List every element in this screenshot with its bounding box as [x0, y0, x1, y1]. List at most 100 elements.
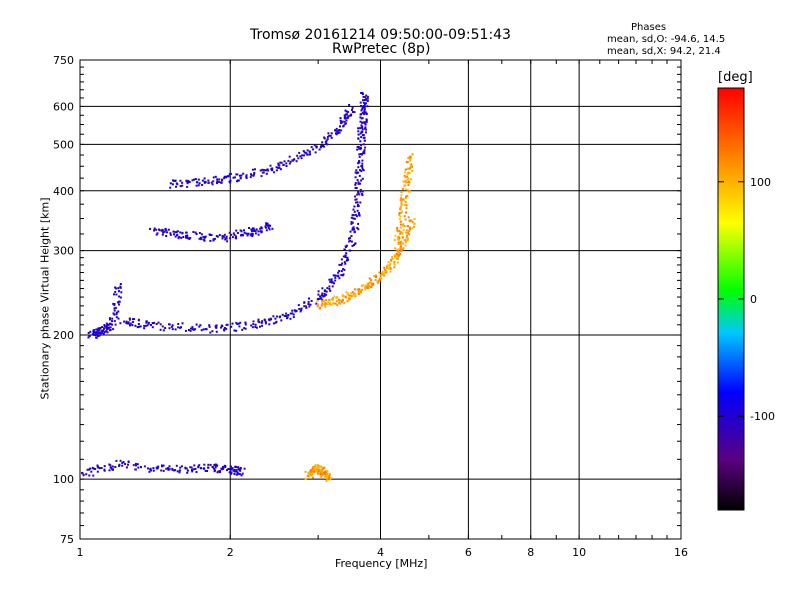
data-point [308, 153, 311, 156]
data-point [332, 297, 334, 299]
data-point [113, 313, 116, 316]
data-point [390, 259, 393, 261]
data-point [167, 467, 170, 470]
data-point [180, 236, 183, 239]
data-point [326, 143, 329, 146]
data-point [351, 227, 354, 230]
data-point [406, 237, 409, 240]
data-point [323, 303, 326, 306]
data-point [204, 469, 207, 472]
data-point [338, 131, 341, 134]
data-point [285, 312, 288, 315]
data-point [132, 318, 134, 321]
data-point [181, 181, 184, 184]
data-point [103, 469, 106, 472]
data-point [352, 208, 355, 211]
data-point [340, 129, 343, 132]
data-point [365, 112, 368, 115]
data-point [363, 103, 366, 106]
data-point [364, 146, 367, 149]
data-point [395, 252, 398, 255]
data-point [271, 227, 274, 230]
data-point [234, 470, 237, 472]
data-point [103, 331, 106, 334]
data-point [400, 197, 403, 200]
data-point [353, 288, 356, 291]
data-point [358, 160, 361, 163]
data-point [398, 236, 401, 239]
data-point [89, 467, 92, 470]
data-point [267, 227, 270, 230]
data-point [203, 177, 206, 180]
data-point [363, 139, 366, 142]
data-point [366, 287, 369, 290]
data-point [194, 328, 197, 331]
data-point [234, 466, 237, 468]
data-point [348, 298, 351, 301]
data-point [340, 258, 343, 261]
data-point [229, 172, 232, 175]
colorbar-tick-label: 100 [750, 176, 771, 189]
data-point [264, 320, 267, 323]
data-point [355, 172, 358, 175]
data-point [363, 111, 365, 114]
data-point [350, 235, 353, 237]
data-point [306, 149, 309, 152]
data-point [235, 235, 237, 238]
x-tick-label: 10 [572, 546, 586, 559]
data-point [155, 323, 158, 325]
data-point [113, 309, 116, 312]
data-point [358, 174, 361, 177]
data-point [169, 232, 172, 235]
data-point [236, 232, 239, 234]
data-point [162, 231, 165, 234]
data-point [264, 225, 267, 228]
data-point [321, 302, 324, 305]
data-point [248, 227, 250, 229]
data-point [377, 279, 380, 282]
data-point [216, 182, 218, 185]
data-point [413, 225, 416, 228]
data-point [347, 292, 350, 295]
data-point [198, 237, 201, 240]
data-point [250, 232, 253, 235]
data-point [193, 464, 196, 467]
data-point [114, 323, 117, 326]
data-point [341, 120, 344, 123]
data-point [145, 320, 148, 323]
data-point [357, 171, 360, 174]
data-point [340, 274, 343, 277]
data-point [353, 210, 356, 213]
data-point [102, 329, 105, 332]
data-point [91, 333, 94, 336]
data-point [399, 247, 402, 250]
data-point [181, 184, 184, 187]
data-point [226, 469, 228, 472]
data-point [324, 140, 327, 143]
data-point [188, 329, 190, 331]
data-point [375, 276, 378, 279]
data-point [191, 469, 193, 471]
data-point [384, 270, 387, 273]
data-point [168, 327, 171, 330]
data-point [96, 464, 99, 467]
data-point [393, 260, 396, 263]
data-point [279, 168, 282, 171]
data-point [360, 165, 363, 168]
data-point [182, 236, 185, 238]
data-point [283, 160, 286, 163]
data-point [201, 179, 204, 182]
data-point [327, 478, 330, 481]
data-point [257, 230, 260, 233]
data-point [303, 305, 306, 308]
data-point [328, 278, 331, 281]
data-point [316, 303, 319, 306]
data-point [233, 329, 236, 332]
data-point [270, 168, 273, 171]
data-point [351, 109, 353, 111]
data-point [116, 301, 119, 304]
data-point [153, 227, 156, 230]
data-point [407, 167, 410, 170]
data-point [308, 150, 311, 153]
data-point [343, 116, 346, 119]
